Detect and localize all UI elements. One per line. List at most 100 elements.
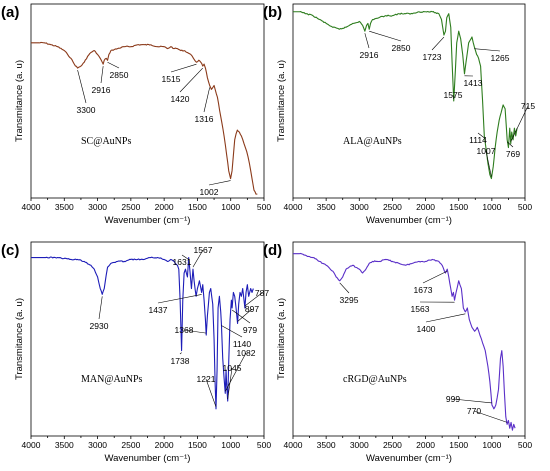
peak-label: 770 [467,406,481,416]
peak-leader-line [203,87,210,113]
peak-leader-line [179,352,182,355]
sample-label: SC@AuNPs [81,136,131,147]
x-tick-label: 4000 [22,202,41,212]
peak-label: 979 [243,325,257,335]
y-axis-title: Transmitance (a. u) [276,298,287,380]
x-tick-label: 4000 [22,440,41,450]
peak-leader-line [100,66,104,84]
plot-frame [30,3,265,199]
peak-leader-line [339,282,350,294]
spectrum-line [293,252,516,431]
plot-frame [292,3,526,199]
peak-label: 1007 [477,146,496,156]
peak-leader-line [227,367,233,400]
peak-leader-line [157,294,202,304]
plot-frame [292,241,526,437]
peak-leader-line [506,141,514,148]
x-axis-title: Wavenumber (cm⁻¹) [105,215,191,226]
peak-label: 1045 [223,363,242,373]
x-axis-title: Wavenumber (cm⁻¹) [366,453,452,464]
peak-label: 3295 [340,295,359,305]
peak-leader-line [237,308,253,322]
x-axis-title: Wavenumber (cm⁻¹) [105,453,191,464]
spectrum-line [293,10,518,180]
peak-leader-line [107,61,120,69]
x-axis-title: Wavenumber (cm⁻¹) [366,215,452,226]
x-tick-label: 1000 [221,440,240,450]
x-tick-label: 1500 [188,440,207,450]
peak-label: 2916 [92,85,111,95]
peak-leader-line [224,352,247,392]
x-tick-label: 1500 [449,440,468,450]
ftir-panel: 4000 3500 3000 2500 2000 1500 1000 500 Wavenumbe… [1,241,271,464]
peak-label: 1563 [411,304,430,314]
x-tick-label: 1500 [188,202,207,212]
x-tick-label: 500 [257,440,271,450]
ftir-panel: 4000 3500 3000 2500 2000 1500 1000 500 Wavenumbe… [263,3,535,226]
panel-letter: (d) [263,242,282,259]
peak-label: 2850 [110,70,129,80]
x-tick-label: 4000 [284,440,303,450]
x-tick-label: 3500 [317,202,336,212]
peak-label: 1265 [491,53,510,63]
x-tick-label: 2500 [121,202,140,212]
peak-label: 1420 [171,94,190,104]
peak-label: 1413 [464,78,483,88]
ftir-panel: 4000 3500 3000 2500 2000 1500 1000 500 Wavenumbe… [263,241,532,464]
peak-label: 897 [245,304,259,314]
ftir-panel: 4000 3500 3000 2500 2000 1500 1000 500 Wavenumbe… [1,3,271,226]
x-tick-label: 2500 [383,202,402,212]
peak-leader-line [474,48,501,52]
x-tick-label: 1500 [449,202,468,212]
peak-leader-line [364,33,370,49]
peak-leader-line [452,398,492,404]
x-tick-label: 3000 [350,440,369,450]
peak-label: 1082 [237,348,256,358]
x-tick-label: 3000 [88,440,107,450]
peak-label: 1567 [194,245,213,255]
peak-leader-line [77,69,87,104]
x-tick-label: 3500 [55,440,74,450]
peak-label: 1316 [195,114,214,124]
spectrum-line [31,256,254,410]
y-axis-title: Transmitance (a. u) [276,60,287,142]
peak-label: 1738 [171,356,190,366]
peak-leader-line [473,410,508,423]
panel-letter: (a) [1,4,19,21]
panel-letter: (c) [1,242,19,259]
peak-label: 1631 [173,257,192,267]
peak-label: 1114 [469,135,487,145]
y-axis-title: Transmitance (a. u) [14,298,25,380]
peak-label: 1723 [423,52,442,62]
x-tick-label: 1000 [482,440,501,450]
peak-leader-line [422,270,448,284]
sample-label: ALA@AuNPs [343,136,402,147]
peak-leader-line [231,309,251,324]
x-tick-label: 2500 [121,440,140,450]
peak-label: 1368 [175,325,194,335]
peak-label: 3300 [77,105,96,115]
peak-label: 1140 [233,339,252,349]
x-tick-label: 2000 [416,202,435,212]
peak-label: 715 [521,101,535,111]
x-tick-label: 2000 [155,202,174,212]
spectrum-line [31,41,258,195]
x-tick-label: 3500 [55,202,74,212]
peak-leader-line [477,132,485,139]
y-axis-title: Transmitance (a. u) [14,60,25,142]
x-tick-label: 2000 [155,440,174,450]
peak-label: 2930 [90,321,109,331]
peak-label: 1221 [197,374,216,384]
sample-label: MAN@AuNPs [81,374,143,385]
peak-label: 1575 [444,90,463,100]
peak-leader-line [208,180,231,186]
peak-leader-line [98,296,103,320]
peak-label: 769 [506,149,520,159]
x-tick-label: 2500 [383,440,402,450]
x-tick-label: 3000 [88,202,107,212]
peak-leader-line [431,36,445,51]
peak-leader-line [425,313,466,323]
peak-label: 1437 [149,305,168,315]
peak-label: 1400 [417,324,436,334]
peak-leader-line [485,150,492,177]
